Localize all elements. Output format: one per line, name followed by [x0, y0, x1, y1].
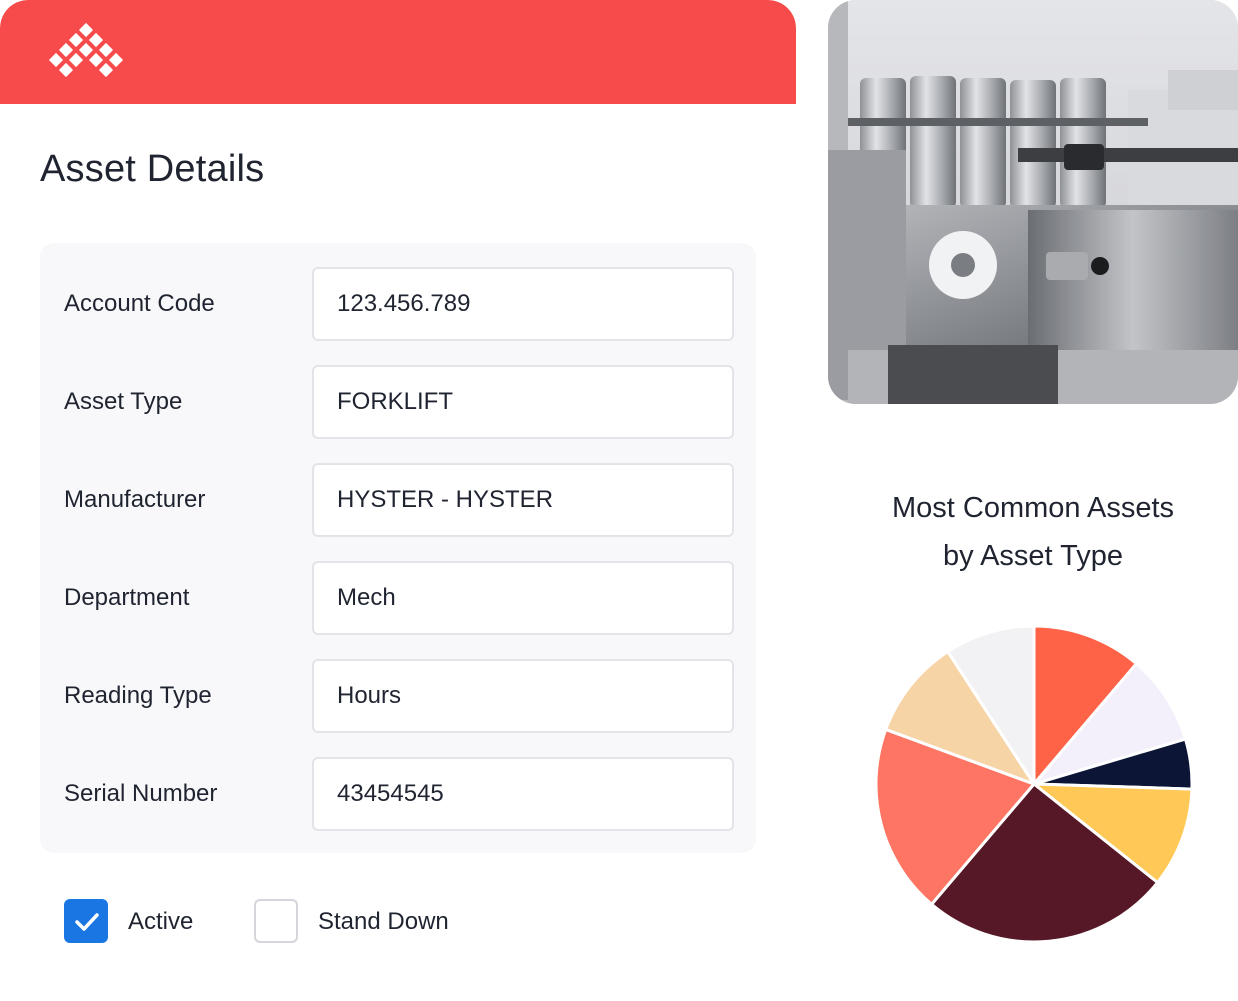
account-code-label: Account Code	[64, 290, 215, 317]
card-header	[0, 0, 796, 104]
can-production-line-image	[828, 0, 1238, 404]
pie-slice-7[interactable]	[884, 650, 1036, 786]
department-label: Department	[64, 584, 190, 611]
asset-details-card: Asset Details Account Code 123.456.789 A…	[0, 0, 796, 943]
pie-slice-1[interactable]	[1032, 624, 1138, 786]
reading-type-value: Hours	[337, 682, 402, 709]
page-title: Asset Details	[40, 148, 265, 190]
field-row-department: Department Mech	[40, 561, 756, 635]
field-row-manufacturer: Manufacturer HYSTER - HYSTER	[40, 463, 756, 537]
serial-number-value: 43454545	[337, 780, 444, 807]
serial-number-input[interactable]: 43454545	[312, 757, 734, 831]
reading-type-label: Reading Type	[64, 682, 212, 709]
department-value: Mech	[337, 584, 396, 611]
asset-type-label: Asset Type	[64, 388, 183, 415]
manufacturer-value: HYSTER - HYSTER	[337, 486, 554, 513]
manufacturer-label: Manufacturer	[64, 486, 206, 513]
diamond-grid-logo	[48, 22, 124, 78]
stand-down-label[interactable]: Stand Down	[318, 908, 449, 935]
asset-type-chart-card: Most Common Assets by Asset Type	[828, 436, 1238, 1001]
stand-down-checkbox[interactable]	[254, 899, 298, 943]
asset-type-input[interactable]: FORKLIFT	[312, 365, 734, 439]
active-label[interactable]: Active	[128, 908, 194, 935]
machinery-photo	[828, 0, 1238, 404]
field-row-account-code: Account Code 123.456.789	[40, 267, 756, 341]
pie-slice-6[interactable]	[874, 727, 1036, 906]
department-input[interactable]: Mech	[312, 561, 734, 635]
field-row-serial-number: Serial Number 43454545	[40, 757, 756, 831]
chart-title: Most Common Assets by Asset Type	[828, 484, 1238, 580]
checkmark-icon	[75, 913, 99, 931]
pie-slice-2[interactable]	[1032, 662, 1187, 786]
chart-title-line-2: by Asset Type	[942, 540, 1124, 572]
pie-chart	[874, 624, 1194, 944]
pie-slice-8[interactable]	[946, 624, 1036, 786]
manufacturer-input[interactable]: HYSTER - HYSTER	[312, 463, 734, 537]
field-row-asset-type: Asset Type FORKLIFT	[40, 365, 756, 439]
active-checkbox[interactable]	[64, 899, 108, 943]
chart-title-line-1: Most Common Assets	[891, 492, 1175, 524]
field-row-reading-type: Reading Type Hours	[40, 659, 756, 733]
pie-slice-5[interactable]	[930, 782, 1160, 944]
asset-form: Account Code 123.456.789 Asset Type FORK…	[40, 243, 756, 853]
account-code-input[interactable]: 123.456.789	[312, 267, 734, 341]
asset-type-value: FORKLIFT	[337, 388, 454, 415]
account-code-value: 123.456.789	[337, 290, 471, 317]
reading-type-input[interactable]: Hours	[312, 659, 734, 733]
pie-slice-4[interactable]	[1032, 782, 1194, 885]
serial-number-label: Serial Number	[64, 780, 218, 807]
